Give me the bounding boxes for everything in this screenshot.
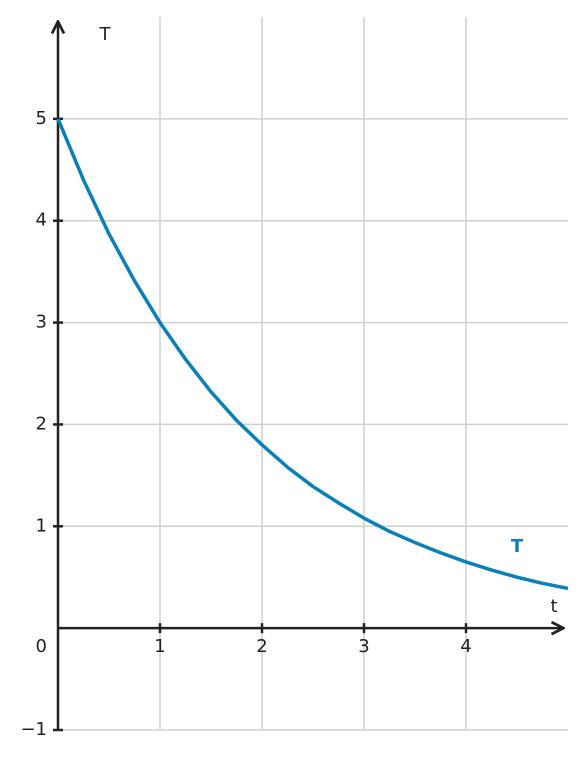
y-tick-label: 4 [36,210,47,231]
y-tick-label: 5 [36,108,47,129]
x-tick-label: 1 [154,636,165,657]
y-tick-label: 0 [36,636,47,657]
series-label: T [511,536,524,557]
x-axis-label: t [550,596,557,617]
y-tick-label: 2 [36,413,47,434]
x-tick-label: 2 [256,636,267,657]
x-tick-label: 3 [358,636,369,657]
y-tick-label: 1 [36,515,47,536]
y-tick-label: 3 [36,312,47,333]
y-tick-label: −1 [20,719,47,740]
y-axis-label: T [99,24,112,45]
line [56,118,569,591]
x-tick-label: 4 [460,636,471,657]
